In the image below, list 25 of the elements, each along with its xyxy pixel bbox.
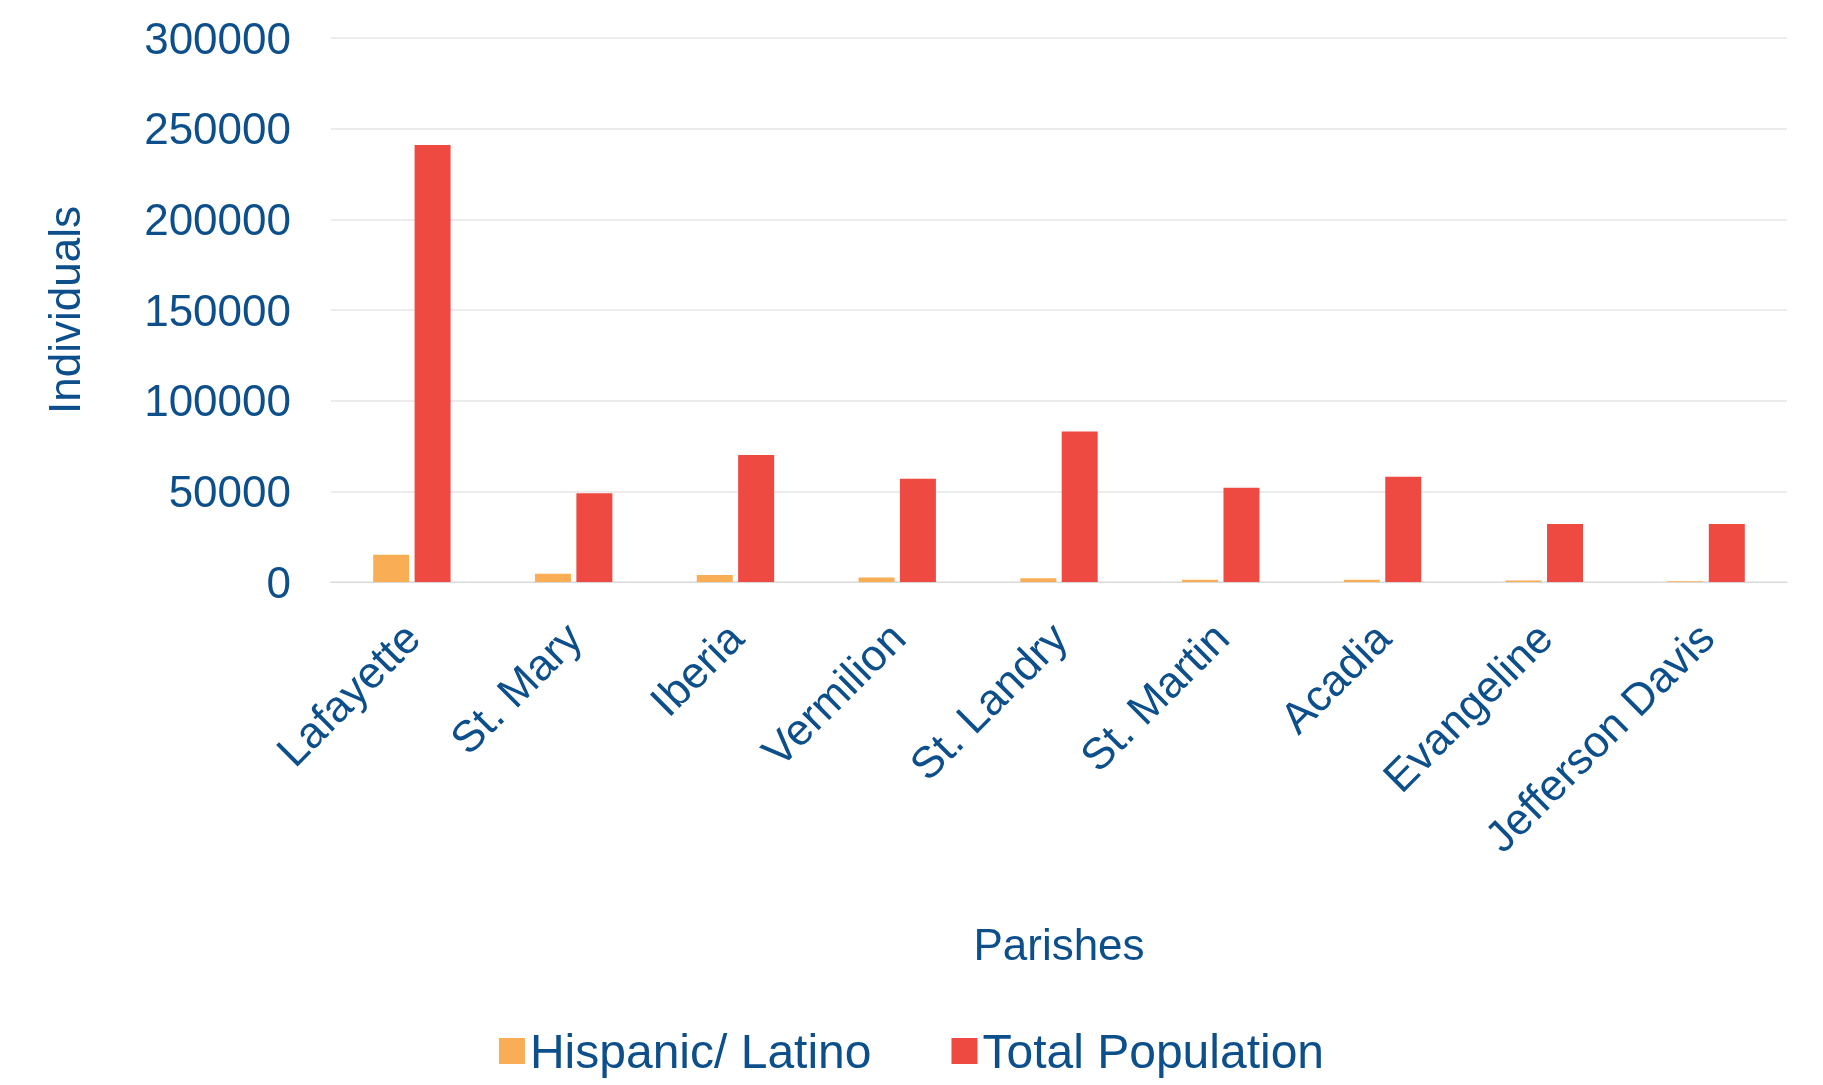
x-axis-title: Parishes: [973, 919, 1145, 969]
bar: [899, 478, 936, 582]
bar: [858, 577, 895, 582]
y-tick-label: 150000: [144, 285, 291, 335]
bar: [1020, 578, 1057, 582]
y-tick-label: 50000: [168, 466, 291, 516]
bar: [1385, 476, 1422, 582]
y-tick-label: 200000: [144, 194, 291, 244]
bar: [1708, 523, 1745, 582]
bar: [373, 554, 410, 582]
y-axis-title: Individuals: [39, 206, 89, 414]
bar: [738, 455, 775, 582]
bar: [576, 493, 613, 582]
bar: [1223, 487, 1260, 582]
bar: [414, 144, 451, 582]
bar: [1061, 431, 1098, 582]
y-tick-label: 250000: [144, 104, 291, 154]
y-tick-label: 0: [266, 557, 291, 607]
bar: [1547, 523, 1584, 582]
legend-label: Hispanic/ Latino: [529, 1024, 872, 1078]
legend-label: Total Population: [982, 1024, 1325, 1078]
bar: [534, 573, 571, 582]
bar: [696, 575, 733, 582]
y-tick-label: 100000: [144, 376, 291, 426]
y-tick-label: 300000: [144, 13, 291, 63]
